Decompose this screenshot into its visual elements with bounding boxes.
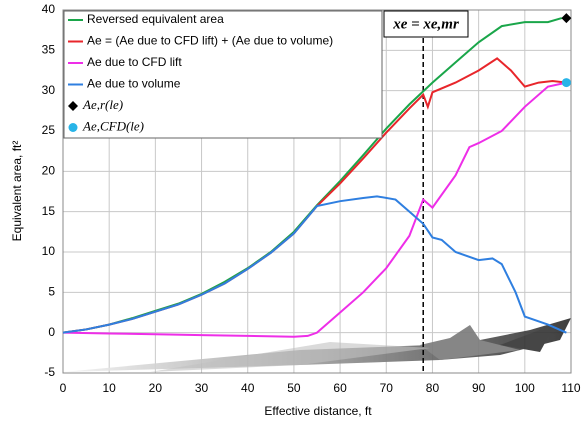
legend-box <box>63 10 383 139</box>
y-tick-label: 25 <box>42 123 56 137</box>
y-tick-label: 5 <box>48 285 55 299</box>
marker <box>561 13 572 24</box>
x-axis-label: Effective distance, ft <box>264 404 372 418</box>
marker <box>561 78 571 88</box>
legend-swatch <box>68 101 78 111</box>
x-tick-label: 90 <box>472 381 486 395</box>
x-tick-label: 10 <box>103 381 117 395</box>
annotation-text: xe = xe,mr <box>392 16 459 32</box>
x-tick-label: 0 <box>60 381 67 395</box>
legend-swatch <box>68 123 78 132</box>
y-tick-label: -5 <box>44 365 55 379</box>
aircraft-silhouette <box>63 318 571 372</box>
x-tick-label: 80 <box>426 381 440 395</box>
y-tick-label: 35 <box>42 43 56 57</box>
y-tick-label: 10 <box>42 244 56 258</box>
legend-label: Ae due to volume <box>87 77 181 91</box>
x-tick-label: 70 <box>380 381 394 395</box>
series-line <box>62 195 567 334</box>
legend-label: Ae,CFD(le) <box>82 118 144 133</box>
y-tick-label: 15 <box>42 204 56 218</box>
x-tick-label: 60 <box>333 381 347 395</box>
plot-frame <box>62 9 572 374</box>
legend-label: Ae,r(le) <box>82 97 123 112</box>
x-tick-label: 40 <box>241 381 255 395</box>
legend-label: Ae due to CFD lift <box>87 55 182 69</box>
y-tick-label: 30 <box>42 83 56 97</box>
x-tick-label: 30 <box>195 381 209 395</box>
x-tick-label: 20 <box>149 381 163 395</box>
x-tick-label: 100 <box>515 381 535 395</box>
legend-label: Reversed equivalent area <box>87 12 224 26</box>
legend-label: Ae = (Ae due to CFD lift) + (Ae due to v… <box>87 34 333 48</box>
annotation-box <box>383 10 469 38</box>
y-axis-label: Equivalent area, ft² <box>10 141 24 242</box>
y-tick-label: 40 <box>42 2 56 16</box>
x-tick-label: 110 <box>561 381 580 395</box>
y-tick-label: 0 <box>48 325 55 339</box>
x-tick-label: 50 <box>287 381 301 395</box>
y-tick-label: 20 <box>42 164 56 178</box>
series-line <box>62 81 567 338</box>
